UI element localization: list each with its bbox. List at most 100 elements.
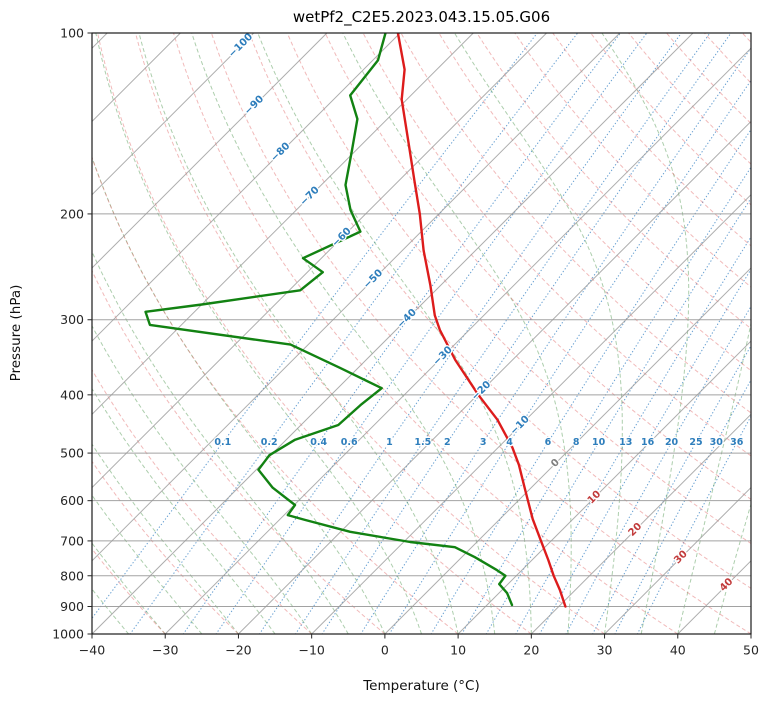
- moist-adiabats: [92, 33, 751, 634]
- mixing-ratio-label: 1: [386, 437, 393, 448]
- dry-adiabat-line: [400, 33, 751, 414]
- isotherms: [92, 33, 751, 634]
- dry-adiabat-line: [514, 33, 751, 288]
- mixing-ratio-label: 20: [665, 437, 679, 448]
- dry-adiabat-line: [324, 33, 751, 500]
- mixing-ratio-line: [388, 79, 751, 634]
- mixing-ratio-line: [258, 33, 682, 634]
- moist-adiabat-line: [92, 588, 129, 634]
- y-axis-label: Pressure (hPa): [8, 284, 24, 382]
- x-tick-label: −10: [298, 643, 324, 658]
- x-tick-label: 30: [597, 643, 613, 658]
- mixing-ratio-line: [92, 33, 538, 620]
- dry-adiabat-line: [97, 33, 532, 634]
- moist-adiabat-line: [138, 33, 459, 634]
- dry-adiabat-line: [286, 33, 751, 545]
- isotherm-line: [311, 193, 751, 634]
- isotherm-line: [92, 33, 474, 416]
- moist-adiabat-line: [92, 443, 239, 634]
- isotherm-line: [238, 120, 751, 634]
- mixing-ratio-label: 13: [619, 437, 632, 448]
- mixing-ratio-label: 10: [592, 437, 606, 448]
- isotherm-line: [384, 267, 751, 634]
- dry-adiabat-line: [552, 33, 751, 247]
- mixing-ratio-label: 1.5: [414, 437, 431, 448]
- mixing-ratio-line: [614, 378, 751, 634]
- dry-adiabat-line: [135, 33, 605, 634]
- isotherm-line: [530, 413, 751, 634]
- mixing-ratio-line: [182, 33, 622, 634]
- y-tick-label: 700: [60, 533, 84, 548]
- moist-adiabat-line: [191, 33, 496, 634]
- y-tick-label: 300: [60, 312, 84, 327]
- mixing-ratio-lines: [92, 33, 751, 634]
- mixing-ratio-label: 2: [444, 437, 451, 448]
- moist-adiabat-line: [92, 387, 276, 634]
- x-tick-label: −20: [225, 643, 251, 658]
- mixing-ratio-line: [321, 33, 732, 634]
- x-tick-label: 0: [381, 643, 389, 658]
- x-tick-label: 20: [523, 643, 539, 658]
- dry-adiabat-line: [476, 33, 751, 330]
- x-tick-label: −40: [79, 643, 105, 658]
- dry-adiabat-line: [438, 33, 751, 372]
- isotherm-line: [92, 33, 547, 489]
- isotherm-line: [92, 33, 401, 342]
- dry-adiabat-line: [628, 33, 751, 165]
- mixing-ratio-label: 0.6: [341, 437, 358, 448]
- x-tick-label: 10: [450, 643, 466, 658]
- temperature-curve: [396, 33, 567, 608]
- moist-adiabat-line: [257, 33, 532, 634]
- mixing-ratio-line: [215, 33, 648, 634]
- isotherm-line: [750, 633, 751, 634]
- y-tick-label: 400: [60, 387, 84, 402]
- dry-adiabat-line: [92, 155, 459, 634]
- mixing-ratio-label: 3: [480, 437, 487, 448]
- isotherm-line: [457, 340, 751, 634]
- isotherm-line: [604, 486, 751, 634]
- dry-adiabat-line: [666, 33, 751, 125]
- dry-adiabat-line: [92, 269, 386, 634]
- mixing-ratio-label: 16: [641, 437, 655, 448]
- mixing-ratio-label: 25: [689, 437, 702, 448]
- dry-adiabat-line: [92, 368, 313, 634]
- moist-adiabat-line: [601, 33, 690, 634]
- y-tick-label: 600: [60, 493, 84, 508]
- dry-adiabat-line: [362, 33, 751, 457]
- moist-adiabat-line: [92, 324, 313, 634]
- x-axis-label: Temperature (°C): [363, 678, 480, 694]
- isotherm-line: [92, 33, 328, 269]
- mixing-ratio-line: [360, 47, 751, 634]
- dry-adiabat-line: [92, 460, 239, 634]
- mixing-ratio-label: 0.2: [261, 437, 278, 448]
- mixing-ratio-labels: 0.1 0.2 0.4 0.6 1 1.5 2 3 4 6 8 10 13 16 20 25 30 36: [213, 436, 745, 450]
- y-tick-label: 500: [60, 446, 84, 461]
- y-tick-label: 900: [60, 599, 84, 614]
- moist-adiabat-line: [454, 33, 623, 634]
- moist-adiabat-line: [677, 321, 751, 634]
- dry-adiabat-line: [210, 33, 751, 634]
- pressure-gridlines: [92, 33, 751, 634]
- dry-adiabat-line: [173, 33, 679, 634]
- dewpoint-curve: [144, 33, 514, 607]
- mixing-ratio-line: [294, 33, 711, 634]
- y-tick-label: 800: [60, 568, 84, 583]
- mixing-ratio-line: [539, 268, 751, 634]
- isotherm-label: −100: [227, 31, 255, 59]
- mixing-ratio-line: [592, 344, 751, 634]
- mixing-ratio-label: 30: [710, 437, 724, 448]
- y-tick-label: 100: [60, 26, 84, 41]
- mixing-ratio-label: 0.1: [214, 437, 231, 448]
- moist-adiabat-line: [92, 494, 203, 634]
- isotherm-line: [92, 33, 181, 123]
- x-tick-label: 40: [670, 643, 686, 658]
- moist-adiabat-line: [713, 502, 751, 634]
- mixing-ratio-label: 8: [573, 437, 580, 448]
- moist-adiabat-line: [92, 250, 349, 634]
- x-tick-label: 50: [743, 643, 759, 658]
- mixing-ratio-line: [636, 415, 751, 634]
- mixing-ratio-line: [485, 197, 751, 634]
